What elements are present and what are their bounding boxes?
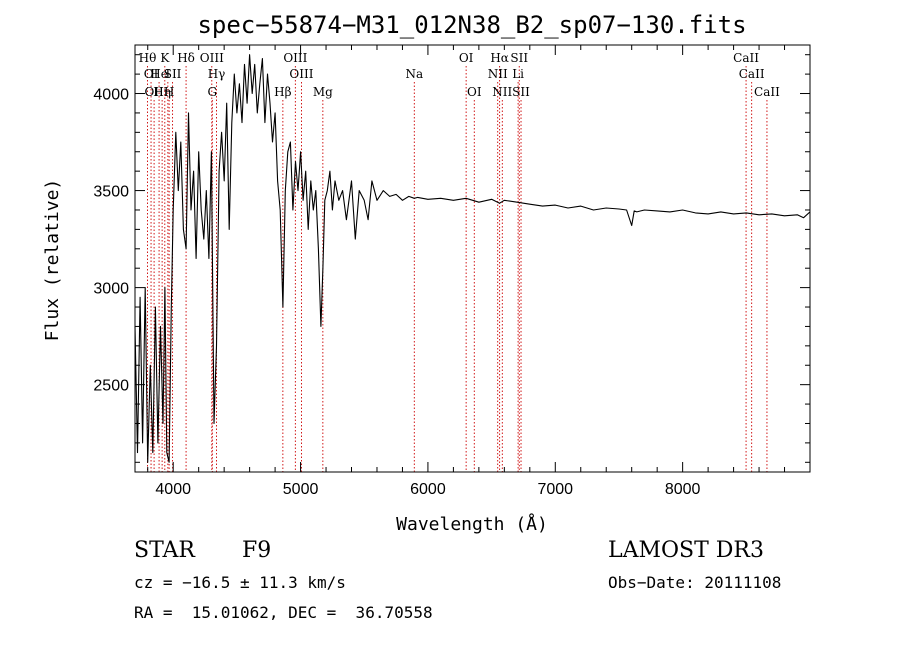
marker-label-13: OIII — [283, 51, 307, 65]
marker-label-24: Li — [512, 67, 524, 81]
x-axis-label: Wavelength (Å) — [396, 513, 548, 535]
obs-date-text: Obs−Date: 20111108 — [608, 573, 782, 592]
marker-label-11: Hγ — [208, 67, 226, 81]
flux-series — [134, 54, 811, 463]
y-tick-label-2: 3500 — [93, 184, 129, 201]
y-axis-label: Flux (relative) — [42, 179, 63, 342]
marker-label-6: I — [165, 67, 170, 81]
x-tick-label-2: 6000 — [410, 481, 446, 498]
marker-label-4: Hη — [153, 85, 171, 99]
marker-label-5: K — [160, 51, 170, 65]
y-tick-label-1: 3000 — [93, 281, 129, 298]
x-tick-label-0: 4000 — [155, 481, 191, 498]
marker-label-17: Na — [405, 67, 423, 81]
marker-label-16: Mg — [313, 85, 333, 99]
chart-title: spec−55874−M31_012N38_B2_sp07−130.fits — [197, 11, 746, 39]
object-class: STAR — [134, 538, 195, 563]
y-tick-label-0: 2500 — [93, 378, 129, 395]
marker-label-23: SII — [510, 51, 528, 65]
marker-label-2: OII — [144, 85, 164, 99]
marker-label-14: OIII — [289, 67, 313, 81]
marker-label-26: CaII — [733, 51, 759, 65]
marker-label-7: SII — [164, 67, 182, 81]
marker-label-19: OI — [467, 85, 482, 99]
axes: 4000 5000 6000 7000 8000 2500 3000 3500 4000 — [93, 44, 811, 498]
marker-label-22: NII — [492, 85, 512, 99]
marker-label-27: CaII — [739, 67, 765, 81]
coordinates-text: RA = 15.01062, DEC = 36.70558 — [134, 603, 433, 622]
marker-label-15: Hβ — [274, 85, 291, 99]
marker-label-21: NII — [488, 67, 508, 81]
marker-label-0: Hθ — [139, 51, 157, 65]
marker-label-28: CaII — [754, 85, 780, 99]
x-tick-label-4: 8000 — [665, 481, 701, 498]
marker-label-12: G — [208, 85, 218, 99]
redshift-text: cz = −16.5 ± 11.3 km/s — [134, 573, 346, 592]
spectrum-chart: spec−55874−M31_012N38_B2_sp07−130.fits H… — [42, 11, 811, 535]
marker-label-20: Hα — [490, 51, 509, 65]
marker-label-25: SII — [512, 85, 530, 99]
marker-label-10: OIII — [200, 51, 224, 65]
marker-label-9: Hδ — [177, 51, 195, 65]
x-tick-label-1: 5000 — [283, 481, 319, 498]
marker-label-18: OI — [459, 51, 474, 65]
marker-label-3: He — [150, 67, 168, 81]
marker-label-1: OI — [144, 67, 159, 81]
survey-label: LAMOST DR3 — [608, 538, 764, 563]
plot-frame — [134, 44, 811, 473]
y-tick-label-3: 4000 — [93, 87, 129, 104]
marker-label-8: H — [164, 85, 174, 99]
series-line-flux — [134, 54, 811, 463]
object-subclass: F9 — [242, 538, 272, 563]
x-tick-label-3: 7000 — [537, 481, 573, 498]
